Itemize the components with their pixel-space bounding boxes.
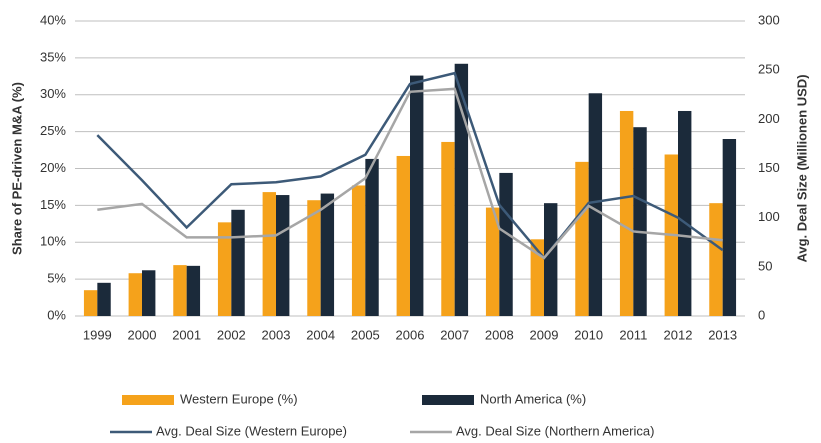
x-tick-label: 2001 <box>172 327 201 342</box>
y-tick-label: 15% <box>40 197 66 212</box>
y-tick-label: 10% <box>40 234 66 249</box>
bar <box>128 273 142 316</box>
y-tick-label: 40% <box>40 12 66 27</box>
legend-swatch <box>122 395 174 405</box>
bar <box>142 270 156 316</box>
y-tick-label: 30% <box>40 86 66 101</box>
bar <box>709 203 723 316</box>
x-tick-label: 1999 <box>83 327 112 342</box>
y-tick-label: 0% <box>47 307 66 322</box>
x-tick-label: 2013 <box>708 327 737 342</box>
bar <box>396 155 410 316</box>
bar <box>499 172 513 316</box>
x-tick-label: 2008 <box>485 327 514 342</box>
bar <box>575 161 589 316</box>
bar <box>365 158 379 316</box>
bar <box>262 192 276 316</box>
line <box>96 71 724 260</box>
bar <box>173 265 187 316</box>
x-tick-label: 2004 <box>306 327 335 342</box>
y-tick-label: 5% <box>47 271 66 286</box>
x-tick-label: 2009 <box>530 327 559 342</box>
bar <box>441 141 455 316</box>
legend-label: Avg. Deal Size (Northern America) <box>456 423 654 438</box>
y-tick-label: 25% <box>40 123 66 138</box>
bar <box>619 110 634 316</box>
bar <box>530 239 544 316</box>
bar <box>217 222 232 316</box>
y2-tick-label: 300 <box>758 12 780 27</box>
x-tick-label: 2012 <box>664 327 693 342</box>
bar <box>485 207 500 316</box>
legend-label: North America (%) <box>480 391 586 406</box>
bar <box>276 195 290 316</box>
bar <box>320 193 335 316</box>
legend-label: Western Europe (%) <box>180 391 298 406</box>
bar <box>83 290 98 316</box>
bar <box>544 203 558 316</box>
bar <box>454 63 469 317</box>
line <box>97 87 723 260</box>
bar <box>97 282 111 316</box>
bar <box>588 93 603 317</box>
bar <box>307 200 321 316</box>
bar <box>351 185 366 316</box>
x-tick-label: 2000 <box>128 327 157 342</box>
bar <box>410 75 424 316</box>
legend-label: Avg. Deal Size (Western Europe) <box>156 423 347 438</box>
x-tick-label: 2007 <box>440 327 469 342</box>
bar <box>722 139 737 316</box>
x-tick-label: 2005 <box>351 327 380 342</box>
x-tick-label: 2010 <box>574 327 603 342</box>
y-tick-label: 20% <box>40 160 66 175</box>
legend-swatch <box>422 395 474 405</box>
x-tick-label: 2002 <box>217 327 246 342</box>
y2-axis-title: Avg. Deal Size (Millionen USD) <box>794 74 809 262</box>
y2-tick-label: 200 <box>758 111 780 126</box>
y-axis-title: Share of PE-driven M&A (%) <box>9 82 24 255</box>
bar <box>633 127 647 316</box>
x-tick-label: 2006 <box>396 327 425 342</box>
bar <box>231 209 245 316</box>
y2-tick-label: 50 <box>758 258 772 273</box>
x-tick-label: 2003 <box>262 327 291 342</box>
x-tick-label: 2011 <box>619 327 647 342</box>
y-tick-label: 35% <box>40 49 66 64</box>
y2-tick-label: 150 <box>758 160 780 175</box>
bar <box>678 110 692 316</box>
y2-tick-label: 250 <box>758 62 780 77</box>
y2-tick-label: 100 <box>758 209 780 224</box>
bar <box>186 265 201 316</box>
y2-tick-label: 0 <box>758 307 765 322</box>
